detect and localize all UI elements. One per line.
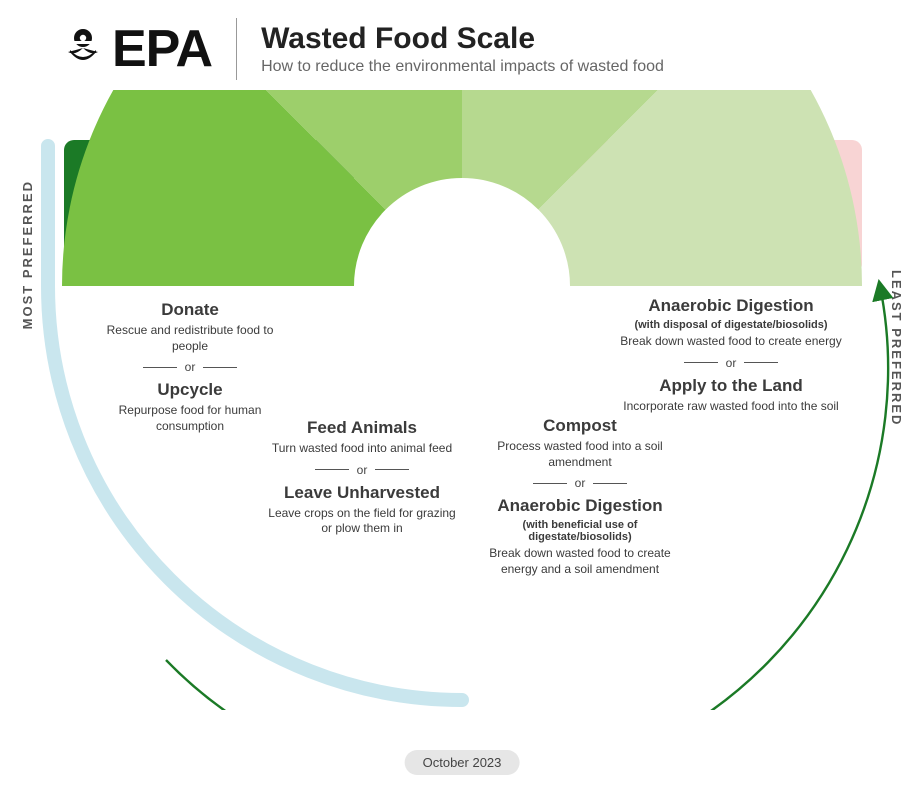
date-pill: October 2023: [405, 750, 520, 775]
wedge-2-label: Feed Animals Turn wasted food into anima…: [262, 418, 462, 541]
header: EPA Wasted Food Scale How to reduce the …: [0, 0, 924, 90]
w4-a-note: (with disposal of digestate/biosolids): [616, 319, 846, 331]
w2-b-title: Leave Unharvested: [262, 483, 462, 503]
w1-b-desc: Repurpose food for human consumption: [90, 403, 290, 434]
w3-a-title: Compost: [470, 416, 690, 436]
w2-b-desc: Leave crops on the field for grazing or …: [262, 506, 462, 537]
diagram-stage: ✓ DO Prevent Wasted Food Produce, buy, a…: [0, 90, 924, 710]
w2-a-desc: Turn wasted food into animal feed: [262, 441, 462, 457]
w4-b-desc: Incorporate raw wasted food into the soi…: [616, 399, 846, 415]
page-title: Wasted Food Scale: [261, 22, 664, 56]
w4-a-title: Anaerobic Digestion: [616, 296, 846, 316]
epa-logo-text: EPA: [112, 19, 212, 79]
wedge-3-label: Compost Process wasted food into a soil …: [470, 416, 690, 581]
wedge-4-label: Anaerobic Digestion (with disposal of di…: [616, 296, 846, 418]
w2-a-title: Feed Animals: [262, 418, 462, 438]
w3-a-desc: Process wasted food into a soil amendmen…: [470, 439, 690, 470]
w1-or: or: [90, 360, 290, 374]
w2-or: or: [262, 463, 462, 477]
page-subtitle: How to reduce the environmental impacts …: [261, 58, 664, 76]
wedge-1-label: Donate Rescue and redistribute food to p…: [90, 300, 290, 438]
title-block: Wasted Food Scale How to reduce the envi…: [261, 22, 664, 76]
w3-or: or: [470, 476, 690, 490]
w1-a-title: Donate: [90, 300, 290, 320]
w3-b-desc: Break down wasted food to create energy …: [470, 546, 690, 577]
w4-a-desc: Break down wasted food to create energy: [616, 334, 846, 350]
w4-b-title: Apply to the Land: [616, 376, 846, 396]
w4-or: or: [616, 356, 846, 370]
w3-b-note: (with beneficial use of digestate/biosol…: [470, 519, 690, 543]
w3-b-title: Anaerobic Digestion: [470, 496, 690, 516]
header-divider: [236, 18, 237, 80]
epa-flower-icon: [60, 26, 106, 72]
w1-a-desc: Rescue and redistribute food to people: [90, 323, 290, 354]
epa-logo: EPA: [60, 19, 212, 79]
w1-b-title: Upcycle: [90, 380, 290, 400]
